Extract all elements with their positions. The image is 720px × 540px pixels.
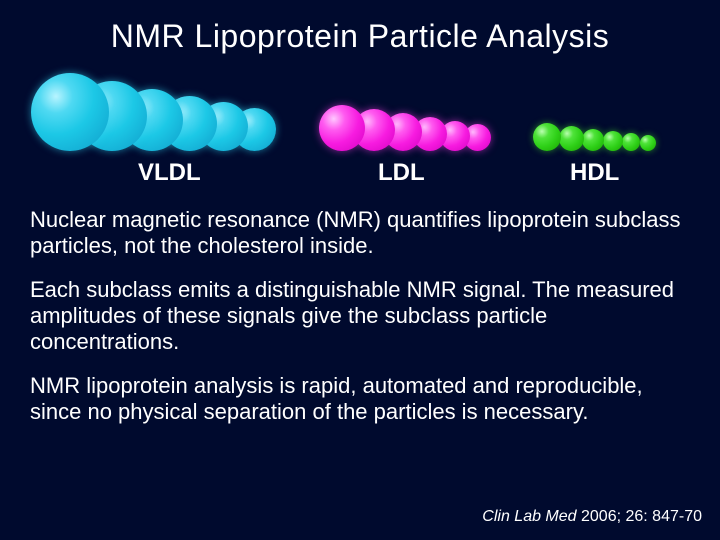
citation: Clin Lab Med 2006; 26: 847-70 bbox=[482, 508, 702, 526]
slide: NMR Lipoprotein Particle Analysis VLDL LD… bbox=[0, 0, 720, 540]
vldl-particle bbox=[31, 73, 109, 151]
body-text: Nuclear magnetic resonance (NMR) quantif… bbox=[30, 207, 690, 425]
group-label-vldl: VLDL bbox=[138, 159, 201, 187]
slide-title: NMR Lipoprotein Particle Analysis bbox=[30, 18, 690, 55]
paragraph: Each subclass emits a distinguishable NM… bbox=[30, 277, 690, 355]
group-labels-row: VLDL LDL HDL bbox=[30, 159, 690, 193]
particles-row bbox=[30, 65, 690, 155]
group-label-ldl: LDL bbox=[378, 159, 425, 187]
hdl-particle bbox=[559, 126, 584, 151]
paragraph: Nuclear magnetic resonance (NMR) quantif… bbox=[30, 207, 690, 259]
hdl-particle bbox=[533, 123, 561, 151]
hdl-particle bbox=[603, 131, 623, 151]
citation-rest: 2006; 26: 847-70 bbox=[577, 508, 702, 525]
group-label-hdl: HDL bbox=[570, 159, 619, 187]
hdl-particle bbox=[582, 129, 604, 151]
ldl-particle bbox=[319, 105, 365, 151]
paragraph: NMR lipoprotein analysis is rapid, autom… bbox=[30, 373, 690, 425]
hdl-particle bbox=[622, 133, 640, 151]
hdl-particle bbox=[640, 135, 656, 151]
citation-journal: Clin Lab Med bbox=[482, 508, 576, 525]
